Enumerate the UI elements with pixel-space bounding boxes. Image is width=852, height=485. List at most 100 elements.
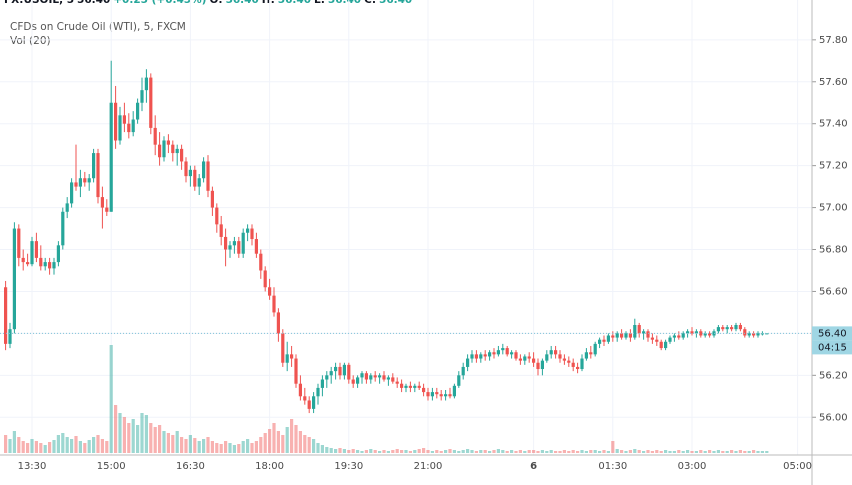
header-item: O:: [209, 0, 223, 6]
volume-bar: [342, 449, 346, 453]
volume-bar: [598, 451, 602, 453]
volume-bar: [576, 451, 580, 453]
candle-body: [756, 333, 760, 336]
volume-bar: [215, 443, 219, 453]
candle-body: [34, 241, 38, 258]
volume-bar: [699, 450, 703, 453]
candle-body: [571, 362, 575, 367]
volume-bar: [567, 451, 571, 453]
volume-bar: [184, 439, 188, 453]
volume-bar: [228, 443, 232, 453]
volume-bar: [4, 435, 8, 453]
candle-body: [562, 358, 566, 361]
volume-bar: [166, 433, 170, 453]
candle-body: [620, 333, 624, 338]
volume-bar: [580, 450, 584, 453]
last-price-label: 56.40: [818, 328, 847, 339]
volume-bar: [193, 438, 197, 453]
volume-bar: [756, 451, 760, 453]
candle-body: [215, 207, 219, 225]
volume-bar: [637, 450, 641, 453]
header-item: 56.40: [225, 0, 259, 6]
candle-body: [83, 178, 87, 183]
candle-body: [149, 77, 153, 128]
candle-body: [329, 371, 333, 376]
candle-body: [259, 253, 263, 271]
volume-bar: [382, 450, 386, 453]
candle-body: [285, 354, 289, 363]
volume-bar: [127, 423, 131, 453]
candle-body: [567, 360, 571, 363]
volume-bar: [483, 450, 487, 453]
candle-body: [628, 333, 632, 338]
candle-body: [426, 392, 430, 397]
candle-body: [611, 335, 615, 338]
candle-body: [228, 245, 232, 250]
volume-bar: [532, 450, 536, 453]
candle-body: [369, 375, 373, 380]
volume-bar: [26, 443, 30, 453]
candle-body: [100, 197, 104, 208]
candle-body: [461, 366, 465, 376]
candle-body: [382, 375, 386, 380]
volume-bar: [444, 450, 448, 453]
symbol-header: FX:USOIL, 5 56.40 +0.25 (+0.45%) O: 56.40 H: 5…: [4, 0, 415, 6]
candle-body: [290, 354, 294, 359]
candle-body: [730, 327, 734, 330]
volume-bar: [457, 451, 461, 453]
volume-bar: [105, 441, 109, 453]
candle-body: [690, 331, 694, 334]
volume-bar: [589, 450, 593, 453]
candle-body: [360, 373, 364, 378]
volume-bar: [448, 449, 452, 453]
volume-bar: [61, 433, 65, 453]
volume-bar: [171, 435, 175, 453]
candle-body: [303, 396, 307, 401]
candle-body: [523, 356, 527, 361]
candle-body: [747, 333, 751, 336]
volume-bar: [175, 431, 179, 453]
volume-bar: [188, 435, 192, 453]
candle-body: [180, 148, 184, 162]
candle-body: [738, 325, 742, 330]
candle-body: [598, 339, 602, 344]
countdown-label: 04:15: [818, 342, 847, 353]
volume-bar: [250, 443, 254, 453]
volume-bar: [686, 450, 690, 453]
volume-bar: [721, 451, 725, 453]
candle-body: [351, 379, 355, 384]
x-tick-label: 19:30: [334, 461, 363, 472]
x-tick-label: 03:00: [678, 461, 707, 472]
volume-bar: [413, 450, 417, 453]
volume-bar: [712, 451, 716, 453]
volume-bar: [356, 450, 360, 453]
candle-body: [580, 358, 584, 370]
candle-body: [510, 352, 514, 355]
volume-bar: [210, 441, 214, 453]
volume-bar: [158, 425, 162, 453]
candle-body: [743, 329, 747, 336]
candle-body: [325, 375, 329, 380]
candle-body: [725, 327, 729, 330]
volume-bar: [263, 433, 267, 453]
candle-body: [8, 329, 12, 344]
volume-bar: [312, 439, 316, 453]
volume-bar: [360, 451, 364, 453]
volume-bar: [400, 450, 404, 453]
x-tick-label: 01:30: [598, 461, 627, 472]
candle-body: [30, 241, 34, 265]
volume-bar: [114, 405, 118, 453]
volume-bar: [276, 431, 280, 453]
candle-body: [624, 333, 628, 338]
volume-bar: [703, 451, 707, 453]
candle-body: [307, 400, 311, 409]
volume-bar: [466, 449, 470, 453]
candle-body: [219, 224, 223, 237]
candle-body: [721, 327, 725, 330]
candle-body: [677, 335, 681, 338]
candle-body: [404, 385, 408, 388]
volume-bar: [628, 450, 632, 453]
candle-body: [435, 392, 439, 395]
volume-bar: [708, 450, 712, 453]
volume-bar: [492, 450, 496, 453]
